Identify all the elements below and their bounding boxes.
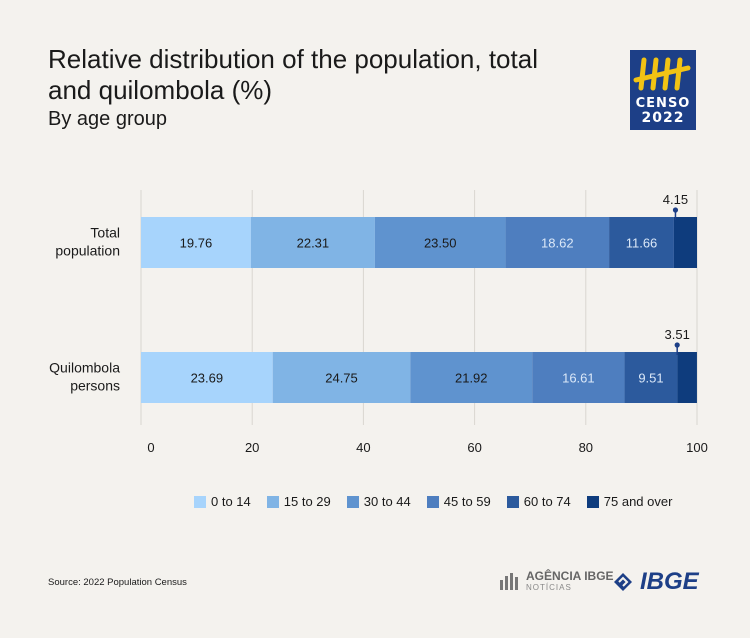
bar-segment-3 xyxy=(374,217,506,268)
x-tick-label: 20 xyxy=(245,440,259,455)
census-tally-icon xyxy=(633,57,691,91)
bar-segment-3 xyxy=(410,352,533,403)
data-label: 24.75 xyxy=(325,371,358,386)
legend-item: 60 to 74 xyxy=(506,494,571,509)
agencia-sub-text: NOTÍCIAS xyxy=(526,583,572,592)
bar-segment-1 xyxy=(141,352,273,403)
bar-segment-2 xyxy=(250,217,375,268)
legend-swatch xyxy=(266,495,279,508)
category-label: population xyxy=(55,243,120,259)
legend-item: 45 to 59 xyxy=(426,494,491,509)
legend-swatch xyxy=(586,495,599,508)
data-label: 19.76 xyxy=(180,236,213,251)
x-tick-label: 40 xyxy=(356,440,370,455)
data-label: 21.92 xyxy=(455,371,488,386)
legend-swatch xyxy=(194,495,206,508)
legend-item: 30 to 44 xyxy=(346,494,411,509)
data-label: 23.50 xyxy=(424,236,457,251)
x-tick-label: 100 xyxy=(686,440,708,455)
legend-swatch xyxy=(426,495,439,508)
data-label: 22.31 xyxy=(297,236,330,251)
chart-subtitle: By age group xyxy=(48,108,167,130)
bar-layer xyxy=(141,217,697,403)
legend-label: 75 and over xyxy=(603,494,673,509)
data-label: 9.51 xyxy=(638,371,663,386)
label-layer: 0 20 40 60 80 100 Total population Quilombola per… xyxy=(49,192,708,455)
agencia-main-text: AGÊNCIA IBGE xyxy=(526,569,614,583)
legend-item: 0 to 14 xyxy=(194,494,251,509)
legend-item: 75 and over xyxy=(586,494,673,509)
agencia-mark-icon xyxy=(500,573,518,590)
ibge-logo: IBGE xyxy=(610,568,699,596)
ibge-mark-icon xyxy=(614,573,632,591)
bar-segment-6 xyxy=(673,217,697,268)
logo-line2: 2022 xyxy=(641,110,685,126)
legend-label: 30 to 44 xyxy=(363,494,411,509)
ibge-text: IBGE xyxy=(640,568,699,595)
legend-label: 60 to 74 xyxy=(523,494,571,509)
category-label: Total xyxy=(90,225,120,241)
bar-segment-4 xyxy=(505,217,610,268)
x-tick-label: 80 xyxy=(579,440,593,455)
data-label: 16.61 xyxy=(562,371,595,386)
data-label: 3.51 xyxy=(665,327,690,342)
chart-legend: 0 to 14 15 to 29 30 to 44 45 to 59 60 to 74 7… xyxy=(194,494,688,509)
bar-segment-6 xyxy=(677,352,697,403)
legend-swatch xyxy=(346,495,359,508)
legend-label: 45 to 59 xyxy=(443,494,491,509)
x-tick-label: 60 xyxy=(467,440,481,455)
category-label: persons xyxy=(70,378,120,394)
x-tick-label: 0 xyxy=(147,440,154,455)
data-label: 4.15 xyxy=(663,192,688,207)
legend-swatch xyxy=(506,495,519,508)
bar-segment-5 xyxy=(609,217,674,268)
legend-label: 0 to 14 xyxy=(211,494,251,509)
bar-segment-5 xyxy=(624,352,678,403)
legend-item: 15 to 29 xyxy=(266,494,331,509)
censo-logo: CENSO 2022 xyxy=(630,50,696,130)
callout-dot xyxy=(672,207,679,213)
data-label: 11.66 xyxy=(626,236,658,251)
source-note: Source: 2022 Population Census xyxy=(48,577,187,588)
legend-label: 15 to 29 xyxy=(283,494,331,509)
bar-segment-4 xyxy=(532,352,625,403)
data-label: 23.69 xyxy=(191,371,224,386)
bar-segment-2 xyxy=(272,352,411,403)
agencia-ibge-logo: AGÊNCIA IBGE NOTÍCIAS xyxy=(500,569,614,593)
chart-title: Relative distribution of the population,… xyxy=(48,44,538,105)
bar-segment-1 xyxy=(141,217,251,268)
data-label: 18.62 xyxy=(541,236,574,251)
callout-dot xyxy=(674,342,680,348)
stacked-bar-chart: 0 20 40 60 80 100 Total population Quilombola per… xyxy=(49,190,708,455)
logo-line1: CENSO xyxy=(635,96,691,111)
category-label: Quilombola xyxy=(49,360,120,376)
